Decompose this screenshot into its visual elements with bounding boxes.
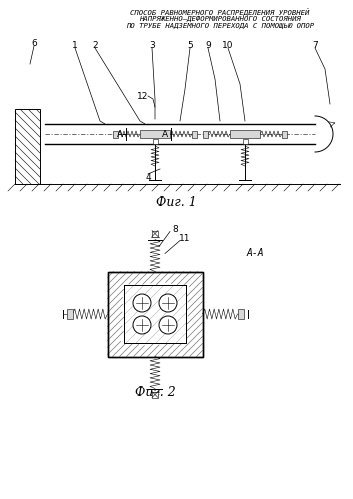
Bar [238,309,244,319]
Text: 11: 11 [179,234,191,243]
Text: СПОСОБ РАВНОМЕРНОГО РАСПРЕДЕЛЕНИЯ УРОВНЕЙ: СПОСОБ РАВНОМЕРНОГО РАСПРЕДЕЛЕНИЯ УРОВНЕ… [130,8,310,16]
Bar [66,309,72,319]
Text: 5: 5 [187,40,193,49]
Bar [124,285,186,343]
Text: 12: 12 [137,91,149,100]
Text: 1: 1 [72,40,78,49]
Circle shape [159,294,177,312]
Circle shape [133,316,151,334]
Bar [108,271,203,356]
Text: Фиг. 1: Фиг. 1 [156,196,196,209]
Text: 4: 4 [145,173,151,182]
Text: 8: 8 [172,225,178,234]
Text: ПО ТРУБЕ НАДЗЕМНОГО ПЕРЕХОДА С ПОМОЩЬЮ ОПОР: ПО ТРУБЕ НАДЗЕМНОГО ПЕРЕХОДА С ПОМОЩЬЮ О… [126,23,314,29]
Circle shape [159,316,177,334]
Bar [243,139,247,144]
Bar [15,109,40,184]
Text: 10: 10 [222,40,234,49]
Bar [152,139,157,144]
Bar [108,271,203,356]
Circle shape [133,294,151,312]
Bar [230,130,260,138]
Text: Фиг. 2: Фиг. 2 [134,386,175,399]
Text: А: А [162,130,168,139]
Bar [113,131,118,138]
Bar [203,131,208,138]
Text: 7: 7 [312,40,318,49]
Text: 3: 3 [149,40,155,49]
Bar [152,392,158,398]
Bar [140,130,170,138]
Text: 2: 2 [92,40,98,49]
Text: НАПРЯЖЕННО–ДЕФОРМИРОВАННОГО СОСТОЯНИЯ: НАПРЯЖЕННО–ДЕФОРМИРОВАННОГО СОСТОЯНИЯ [139,15,301,21]
Bar [282,131,287,138]
Text: А: А [117,130,123,139]
Bar [192,131,197,138]
Bar [152,231,158,237]
Text: 6: 6 [31,38,37,47]
Bar [124,285,186,343]
Text: А-А: А-А [246,249,264,258]
Text: 9: 9 [205,40,211,49]
